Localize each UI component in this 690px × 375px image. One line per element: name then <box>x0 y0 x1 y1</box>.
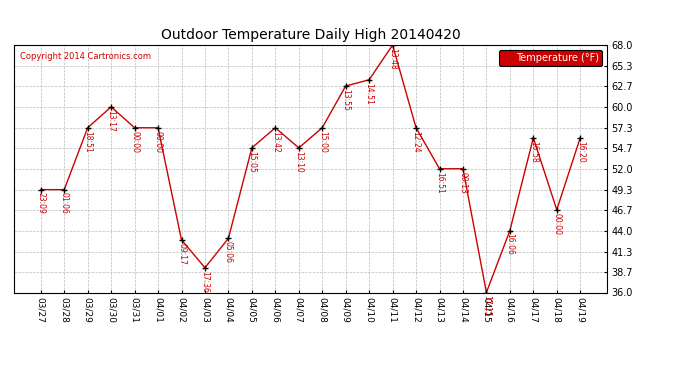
Text: 17:15: 17:15 <box>482 295 491 317</box>
Text: 00:00: 00:00 <box>130 130 139 153</box>
Text: 01:06: 01:06 <box>60 192 69 214</box>
Text: 00:00: 00:00 <box>552 213 561 234</box>
Text: 15:00: 15:00 <box>317 130 327 152</box>
Text: 14:51: 14:51 <box>364 82 374 104</box>
Text: 16:20: 16:20 <box>575 141 584 162</box>
Text: 13:48: 13:48 <box>388 48 397 69</box>
Text: 17:36: 17:36 <box>201 270 210 292</box>
Text: 18:51: 18:51 <box>83 130 92 152</box>
Text: 16:51: 16:51 <box>435 171 444 193</box>
Text: 13:17: 13:17 <box>107 110 116 131</box>
Text: 05:06: 05:06 <box>224 241 233 263</box>
Text: Copyright 2014 Cartronics.com: Copyright 2014 Cartronics.com <box>20 53 150 62</box>
Text: 16:58: 16:58 <box>529 141 538 162</box>
Text: 12:24: 12:24 <box>411 130 420 152</box>
Text: 09:17: 09:17 <box>177 243 186 264</box>
Text: 23:09: 23:09 <box>37 192 46 214</box>
Text: 13:55: 13:55 <box>341 89 351 111</box>
Text: 15:05: 15:05 <box>247 151 257 172</box>
Text: 00:13: 00:13 <box>458 171 467 194</box>
Text: 16:06: 16:06 <box>505 233 514 255</box>
Text: 00:00: 00:00 <box>154 130 163 153</box>
Legend: Temperature (°F): Temperature (°F) <box>499 50 602 66</box>
Text: 13:42: 13:42 <box>270 130 280 152</box>
Text: 13:10: 13:10 <box>294 151 304 172</box>
Title: Outdoor Temperature Daily High 20140420: Outdoor Temperature Daily High 20140420 <box>161 28 460 42</box>
